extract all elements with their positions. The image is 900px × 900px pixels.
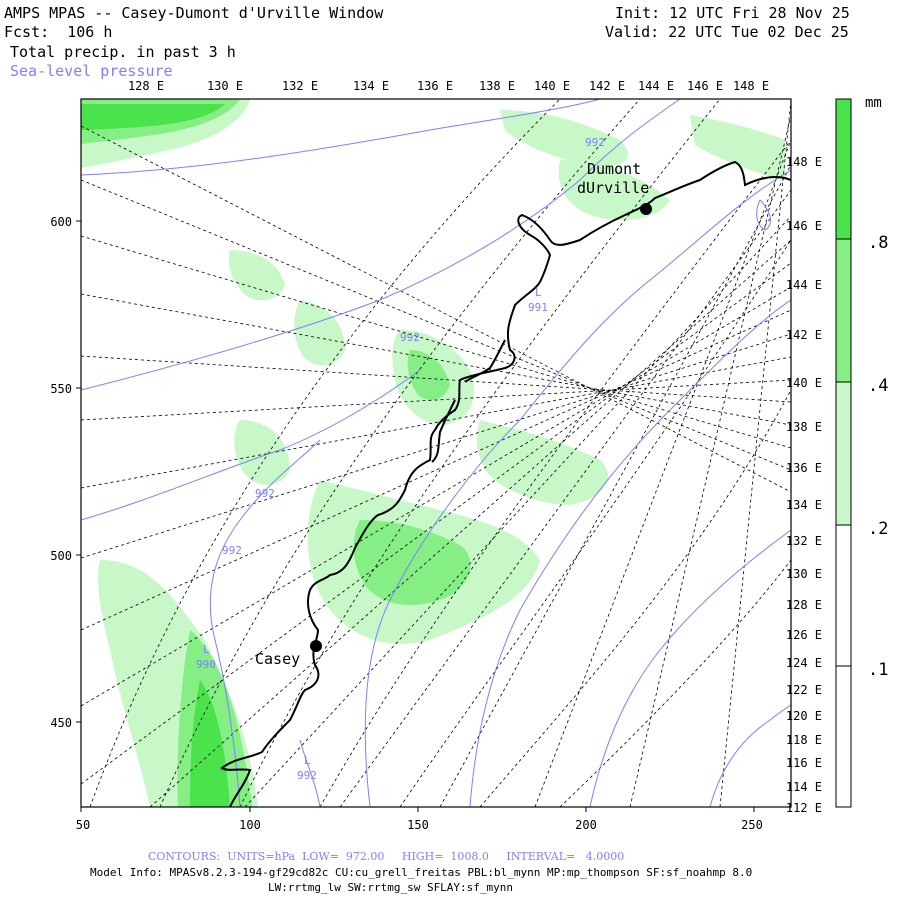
- colorbar-unit: mm: [865, 95, 882, 111]
- right-lon-label: 136 E: [786, 461, 822, 475]
- top-lon-label: 130 E: [207, 79, 243, 93]
- colorbar-segment: [836, 382, 851, 525]
- pressure-label: 992: [400, 331, 420, 344]
- y-tick-label: 550: [50, 382, 72, 396]
- pressure-label: 992: [255, 487, 275, 500]
- right-lon-label: 138 E: [786, 420, 822, 434]
- right-lon-label: 134 E: [786, 498, 822, 512]
- contour-info: CONTOURS: UNITS=hPa LOW= 972.00 HIGH= 10…: [148, 850, 625, 863]
- low-value: 992: [297, 769, 317, 782]
- pressure-label: 992: [222, 544, 242, 557]
- model-info: Model Info: MPASv8.2.3-194-gf29cd82c CU:…: [90, 866, 753, 879]
- y-tick-label: 450: [50, 716, 72, 730]
- dumont-durville-station-marker: [640, 203, 652, 215]
- top-lon-label: 144 E: [638, 79, 674, 93]
- top-lon-label: 128 E: [128, 79, 164, 93]
- right-lon-label: 122 E: [786, 683, 822, 697]
- top-lon-label: 132 E: [282, 79, 318, 93]
- y-tick-label: 500: [50, 549, 72, 563]
- pressure-label: 992: [585, 136, 605, 149]
- low-value: 991: [528, 301, 548, 314]
- top-lon-label: 138 E: [479, 79, 515, 93]
- top-lon-label: 134 E: [353, 79, 389, 93]
- graticule: [81, 99, 791, 807]
- init-time: Init: 12 UTC Fri 28 Nov 25: [615, 4, 850, 22]
- x-tick-label: 200: [575, 818, 597, 832]
- x-tick-label: 50: [76, 818, 90, 832]
- right-lon-label: 126 E: [786, 628, 822, 642]
- field-name: Total precip. in past 3 h: [10, 43, 236, 61]
- colorbar-segment: [836, 239, 851, 382]
- colorbar: [835, 98, 852, 808]
- colorbar-label: .4: [868, 376, 888, 396]
- valid-time: Valid: 22 UTC Tue 02 Dec 25: [605, 23, 849, 41]
- top-lon-label: 142 E: [589, 79, 625, 93]
- low-mark: L: [203, 643, 210, 656]
- colorbar-segment: [836, 99, 851, 239]
- x-tick-label: 250: [741, 818, 763, 832]
- right-lon-label: 142 E: [786, 328, 822, 342]
- x-tick-label: 150: [407, 818, 429, 832]
- top-lon-label: 148 E: [733, 79, 769, 93]
- low-value: 990: [196, 658, 216, 671]
- pressure-contours: [81, 99, 791, 807]
- top-lon-label: 140 E: [534, 79, 570, 93]
- right-lon-label: 144 E: [786, 278, 822, 292]
- top-lon-label: 136 E: [417, 79, 453, 93]
- casey-station-marker: [310, 640, 322, 652]
- right-lon-label: 112 E: [786, 801, 822, 815]
- right-lon-label: 116 E: [786, 756, 822, 770]
- plot-frame: [80, 98, 792, 808]
- right-lon-label: 114 E: [786, 780, 822, 794]
- map-title: AMPS MPAS -- Casey-Dumont d'Urville Wind…: [4, 4, 384, 22]
- y-tick-label: 600: [50, 215, 72, 229]
- right-lon-label: 146 E: [786, 219, 822, 233]
- right-lon-label: 118 E: [786, 733, 822, 747]
- colorbar-label: .8: [868, 233, 888, 253]
- low-mark: L: [535, 286, 542, 299]
- colorbar-label: .2: [868, 519, 888, 539]
- casey-label: Casey: [255, 650, 300, 668]
- dumont-durville-label-line2: dUrville: [577, 179, 649, 197]
- right-lon-label: 132 E: [786, 534, 822, 548]
- low-mark: L: [304, 754, 311, 767]
- right-lon-label: 124 E: [786, 656, 822, 670]
- coastline: [220, 160, 791, 807]
- right-lon-label: 130 E: [786, 567, 822, 581]
- precip-shading: [81, 99, 785, 807]
- forecast-hour: Fcst: 106 h: [4, 23, 113, 41]
- right-lon-label: 128 E: [786, 598, 822, 612]
- model-info-physics: LW:rrtmg_lw SW:rrtmg_sw SFLAY:sf_mynn: [268, 881, 514, 894]
- right-lon-label: 148 E: [786, 155, 822, 169]
- top-lon-label: 146 E: [687, 79, 723, 93]
- colorbar-label: .1: [868, 660, 888, 680]
- right-lon-label: 120 E: [786, 709, 822, 723]
- dumont-durville-label-line1: Dumont: [587, 160, 641, 178]
- x-tick-label: 100: [239, 818, 261, 832]
- overlay-name: Sea-level pressure: [10, 62, 173, 80]
- right-lon-label: 140 E: [786, 376, 822, 390]
